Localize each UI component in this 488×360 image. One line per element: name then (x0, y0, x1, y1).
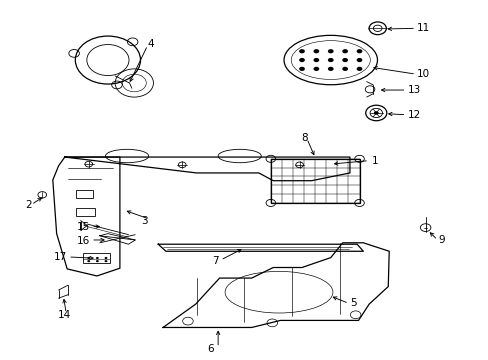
Bar (76, 190, 92, 198)
Circle shape (342, 58, 347, 62)
Bar (76, 207, 95, 216)
Circle shape (373, 111, 378, 115)
Text: 9: 9 (438, 235, 444, 245)
Bar (270, 159, 359, 203)
Circle shape (342, 67, 347, 71)
Circle shape (87, 260, 90, 262)
Circle shape (356, 67, 362, 71)
Text: 3: 3 (141, 216, 148, 226)
Circle shape (299, 58, 304, 62)
Circle shape (313, 67, 319, 71)
Circle shape (104, 260, 107, 262)
Text: 14: 14 (58, 310, 71, 320)
Text: 17: 17 (54, 252, 67, 262)
Circle shape (313, 49, 319, 53)
Circle shape (96, 260, 99, 262)
Text: 11: 11 (416, 23, 429, 33)
Circle shape (327, 58, 333, 62)
Text: 12: 12 (407, 110, 420, 120)
Circle shape (327, 67, 333, 71)
Bar (82, 253, 110, 263)
Circle shape (313, 58, 319, 62)
Text: 1: 1 (371, 156, 377, 166)
Text: 13: 13 (407, 85, 420, 95)
Text: 6: 6 (207, 344, 214, 354)
Text: 5: 5 (349, 298, 356, 309)
Circle shape (356, 58, 362, 62)
Circle shape (342, 49, 347, 53)
Text: 15: 15 (77, 221, 90, 231)
Circle shape (299, 49, 304, 53)
Text: 8: 8 (301, 133, 307, 143)
Text: 4: 4 (147, 39, 154, 49)
Circle shape (96, 257, 99, 259)
Circle shape (327, 49, 333, 53)
Text: 2: 2 (25, 200, 32, 210)
Circle shape (87, 257, 90, 259)
Circle shape (356, 49, 362, 53)
Circle shape (299, 67, 304, 71)
Text: 16: 16 (77, 236, 90, 246)
Text: 7: 7 (212, 256, 219, 266)
Circle shape (104, 257, 107, 259)
Text: 10: 10 (416, 69, 429, 79)
